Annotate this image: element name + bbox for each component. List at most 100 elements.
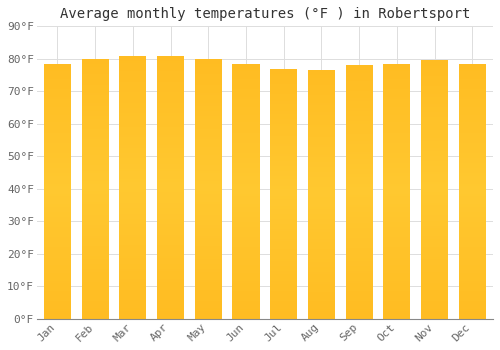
Bar [384, 135, 410, 138]
Bar [232, 158, 260, 161]
Bar [44, 89, 71, 92]
Bar [157, 58, 184, 61]
Bar [384, 314, 410, 316]
Bar [194, 181, 222, 184]
Bar [308, 204, 335, 207]
Bar [458, 309, 486, 311]
Bar [384, 140, 410, 143]
Bar [232, 140, 260, 143]
Bar [120, 61, 146, 63]
Bar [458, 189, 486, 191]
Bar [270, 189, 297, 191]
Bar [120, 158, 146, 161]
Bar [232, 242, 260, 245]
Bar [82, 288, 109, 290]
Bar [120, 253, 146, 256]
Bar [157, 79, 184, 82]
Bar [120, 84, 146, 87]
Bar [194, 233, 222, 236]
Bar [421, 102, 448, 104]
Bar [308, 257, 335, 259]
Bar [194, 272, 222, 275]
Bar [384, 84, 410, 87]
Bar [194, 314, 222, 316]
Bar [270, 86, 297, 89]
Bar [194, 171, 222, 173]
Bar [384, 143, 410, 145]
Bar [232, 166, 260, 168]
Bar [458, 281, 486, 283]
Bar [82, 230, 109, 233]
Bar [44, 117, 71, 120]
Bar [458, 255, 486, 258]
Bar [82, 134, 109, 137]
Bar [120, 163, 146, 166]
Bar [120, 92, 146, 95]
Bar [270, 224, 297, 226]
Bar [44, 150, 71, 153]
Bar [194, 301, 222, 303]
Bar [270, 251, 297, 254]
Bar [194, 277, 222, 280]
Bar [346, 197, 372, 200]
Bar [308, 177, 335, 180]
Bar [194, 220, 222, 223]
Bar [458, 240, 486, 242]
Bar [157, 300, 184, 303]
Bar [120, 206, 146, 208]
Bar [157, 142, 184, 145]
Bar [82, 233, 109, 236]
Bar [194, 113, 222, 116]
Bar [346, 200, 372, 202]
Bar [308, 195, 335, 197]
Bar [270, 144, 297, 146]
Bar [157, 258, 184, 261]
Bar [120, 285, 146, 287]
Bar [270, 296, 297, 299]
Bar [232, 145, 260, 148]
Bar [308, 229, 335, 232]
Bar [194, 293, 222, 295]
Bar [308, 88, 335, 90]
Bar [232, 94, 260, 97]
Bar [270, 234, 297, 236]
Bar [270, 309, 297, 312]
Bar [44, 196, 71, 199]
Bar [157, 290, 184, 293]
Bar [270, 264, 297, 266]
Bar [346, 139, 372, 141]
Bar [308, 112, 335, 115]
Bar [421, 223, 448, 226]
Bar [384, 102, 410, 105]
Bar [120, 100, 146, 103]
Bar [308, 130, 335, 132]
Bar [384, 89, 410, 92]
Bar [157, 277, 184, 279]
Bar [270, 139, 297, 141]
Bar [458, 311, 486, 314]
Bar [270, 129, 297, 131]
Bar [194, 254, 222, 257]
Bar [458, 181, 486, 184]
Bar [157, 216, 184, 219]
Bar [82, 254, 109, 257]
Bar [458, 145, 486, 148]
Bar [346, 78, 372, 80]
Bar [120, 266, 146, 269]
Bar [421, 141, 448, 143]
Bar [308, 70, 335, 73]
Bar [421, 239, 448, 241]
Bar [232, 283, 260, 286]
Bar [270, 114, 297, 116]
Bar [82, 145, 109, 147]
Bar [82, 282, 109, 285]
Bar [232, 107, 260, 110]
Bar [308, 301, 335, 304]
Bar [384, 234, 410, 237]
Bar [384, 199, 410, 202]
Bar [384, 242, 410, 245]
Bar [458, 293, 486, 296]
Bar [421, 146, 448, 148]
Bar [194, 306, 222, 308]
Bar [308, 264, 335, 267]
